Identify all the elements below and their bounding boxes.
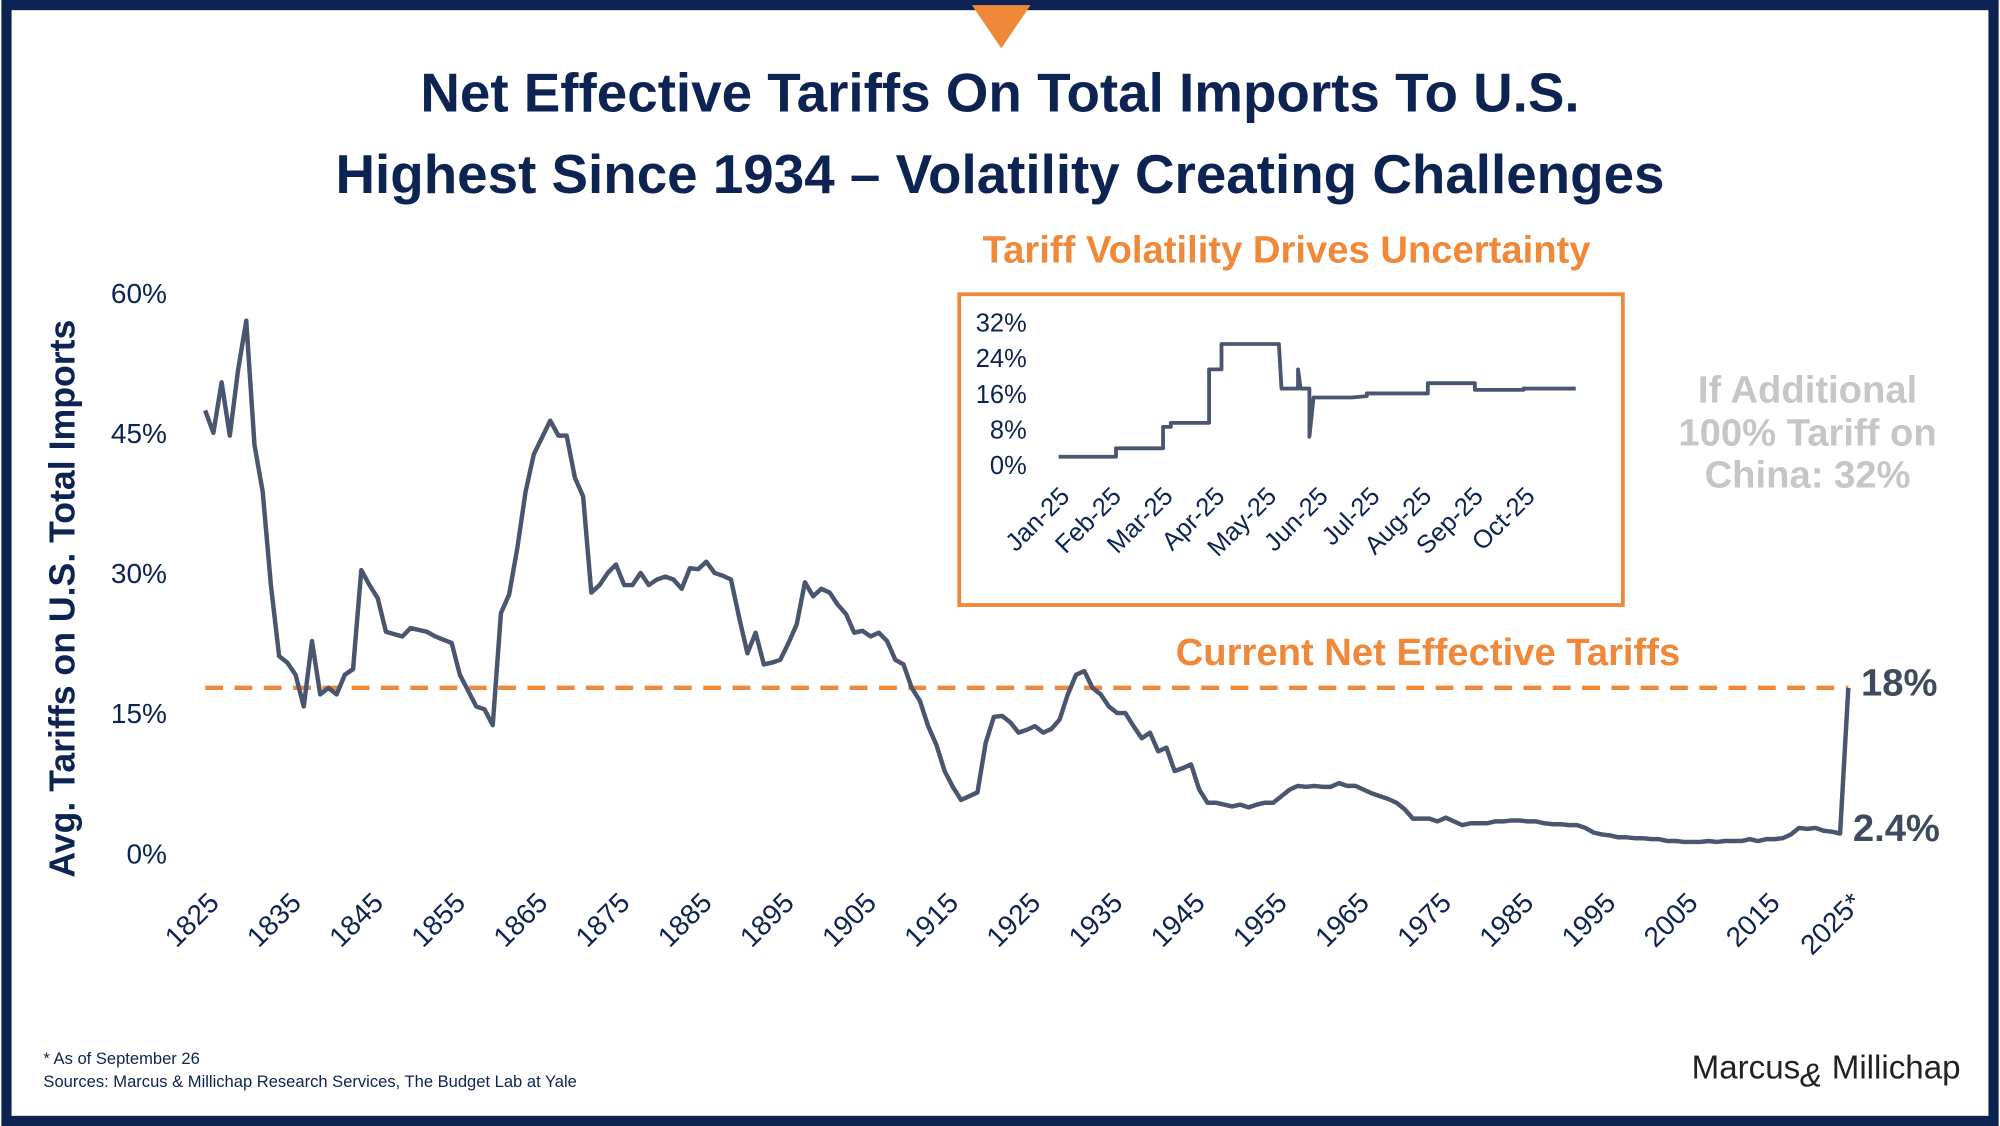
data-line: [1058, 342, 1576, 459]
y-tick-label: 24%: [976, 345, 1027, 373]
side-note: 100% Tariff on: [1678, 412, 1936, 455]
y-tick-label: 45%: [111, 418, 167, 449]
y-tick-label: 0%: [990, 452, 1027, 480]
logo: Marcus & Millichap: [1692, 1050, 1961, 1095]
logo-text: &: [1800, 1057, 1822, 1094]
annotation: 2.4%: [1853, 807, 1940, 850]
y-axis-label: Avg. Tariffs on U.S. Total Imports: [42, 320, 82, 878]
y-tick-label: 32%: [976, 310, 1027, 338]
footnote: * As of September 26: [43, 1049, 199, 1068]
footnote: Sources: Marcus & Millichap Research Ser…: [43, 1072, 576, 1091]
inset-box: [957, 292, 1625, 607]
reference-label: Current Net Effective Tariffs: [1176, 631, 1681, 674]
annotation: 18%: [1861, 661, 1937, 704]
side-note: If Additional: [1698, 368, 1917, 411]
marker: [971, 5, 1031, 49]
logo-text: Marcus: [1692, 1050, 1801, 1087]
y-tick-label: 16%: [976, 381, 1027, 409]
logo-text: Millichap: [1832, 1050, 1961, 1087]
data-line: [203, 318, 1851, 845]
y-tick-label: 8%: [990, 417, 1027, 445]
inset-title: Tariff Volatility Drives Uncertainty: [983, 228, 1592, 271]
title-line: Highest Since 1934 – Volatility Creating…: [335, 143, 1664, 205]
y-tick-label: 60%: [111, 278, 167, 309]
y-tick-label: 30%: [111, 558, 167, 589]
side-note: China: 32%: [1705, 454, 1911, 497]
y-tick-label: 15%: [111, 698, 167, 729]
y-tick-label: 0%: [126, 838, 167, 869]
title-line: Net Effective Tariffs On Total Imports T…: [420, 61, 1579, 123]
